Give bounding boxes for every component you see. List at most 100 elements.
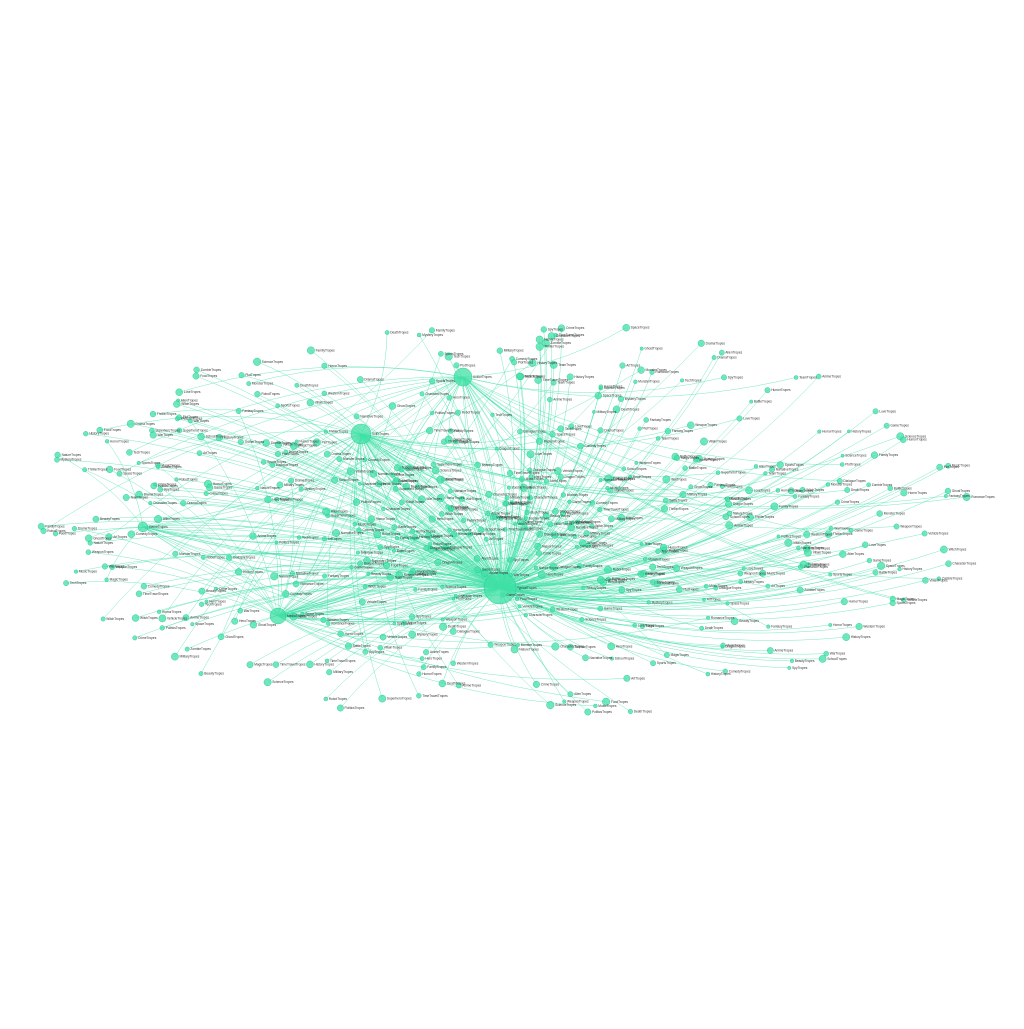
graph-node[interactable] <box>430 411 435 416</box>
graph-node[interactable] <box>921 530 928 537</box>
graph-node[interactable] <box>346 467 355 476</box>
graph-node[interactable] <box>870 451 879 459</box>
graph-node[interactable] <box>796 586 804 594</box>
graph-node[interactable] <box>637 366 645 374</box>
graph-node[interactable] <box>528 358 537 367</box>
graph-node[interactable] <box>589 500 596 506</box>
graph-node[interactable] <box>741 566 746 571</box>
graph-node[interactable] <box>725 496 731 502</box>
graph-node[interactable] <box>485 510 491 517</box>
graph-node[interactable] <box>187 418 193 424</box>
graph-node[interactable] <box>824 530 833 538</box>
graph-node[interactable] <box>567 691 574 698</box>
graph-node[interactable] <box>702 597 706 602</box>
graph-node[interactable] <box>593 703 598 708</box>
graph-node[interactable] <box>597 427 604 434</box>
graph-node[interactable] <box>381 506 386 512</box>
graph-node[interactable] <box>356 376 364 383</box>
graph-node[interactable] <box>922 577 929 584</box>
graph-node[interactable] <box>135 590 143 597</box>
graph-node[interactable] <box>467 531 473 537</box>
graph-node[interactable] <box>540 326 547 333</box>
graph-node[interactable] <box>767 647 774 654</box>
graph-node[interactable] <box>237 439 244 446</box>
graph-node[interactable] <box>901 597 907 603</box>
graph-node[interactable] <box>155 464 161 470</box>
graph-node[interactable] <box>450 660 456 666</box>
graph-node[interactable] <box>643 417 649 423</box>
graph-node[interactable] <box>637 426 642 431</box>
graph-node[interactable] <box>171 652 179 661</box>
graph-node[interactable] <box>560 510 567 517</box>
graph-node[interactable] <box>713 585 719 591</box>
graph-node[interactable] <box>440 477 445 482</box>
graph-node[interactable] <box>276 481 284 489</box>
graph-node[interactable] <box>440 617 445 622</box>
graph-node[interactable] <box>567 643 574 651</box>
graph-node[interactable] <box>823 651 829 657</box>
graph-node[interactable] <box>336 456 343 462</box>
graph-node[interactable] <box>643 557 648 562</box>
graph-node[interactable] <box>549 606 556 613</box>
graph-node[interactable] <box>263 678 272 687</box>
graph-node[interactable] <box>485 490 493 498</box>
graph-node[interactable] <box>510 645 519 654</box>
graph-node[interactable] <box>541 339 550 348</box>
graph-node[interactable] <box>790 658 795 663</box>
graph-node[interactable] <box>453 362 460 369</box>
graph-node[interactable] <box>82 467 88 473</box>
graph-node[interactable] <box>679 491 687 499</box>
graph-node[interactable] <box>855 623 863 631</box>
graph-node[interactable] <box>366 571 371 576</box>
graph-node[interactable] <box>353 413 360 420</box>
graph-node[interactable] <box>357 481 362 486</box>
graph-node[interactable] <box>799 486 806 493</box>
graph-node[interactable] <box>54 456 60 463</box>
graph-node[interactable] <box>306 346 315 355</box>
graph-node[interactable] <box>511 359 518 366</box>
graph-node[interactable] <box>720 484 725 489</box>
graph-node[interactable] <box>877 561 886 570</box>
graph-node[interactable] <box>430 461 437 468</box>
graph-node[interactable] <box>217 633 225 641</box>
graph-node[interactable] <box>375 480 382 488</box>
graph-node[interactable] <box>388 402 397 410</box>
graph-node[interactable] <box>40 527 47 534</box>
graph-node[interactable] <box>770 502 779 511</box>
graph-node[interactable] <box>549 563 558 571</box>
graph-node[interactable] <box>535 437 543 445</box>
graph-node[interactable] <box>597 576 605 584</box>
graph-node[interactable] <box>395 571 404 580</box>
graph-node[interactable] <box>705 671 711 677</box>
graph-hub-node[interactable] <box>453 367 473 387</box>
graph-node[interactable] <box>459 495 466 502</box>
graph-node[interactable] <box>283 449 289 455</box>
graph-node[interactable] <box>776 461 784 469</box>
graph-node[interactable] <box>834 499 841 505</box>
graph-node[interactable] <box>492 513 499 520</box>
graph-node[interactable] <box>634 460 639 465</box>
graph-node[interactable] <box>159 625 165 631</box>
graph-node[interactable] <box>597 507 603 513</box>
graph-node[interactable] <box>157 609 162 614</box>
graph-node[interactable] <box>725 500 733 508</box>
graph-node[interactable] <box>320 617 327 624</box>
graph-node[interactable] <box>722 668 728 674</box>
graph-node[interactable] <box>504 495 510 500</box>
graph-node[interactable] <box>449 628 457 635</box>
graph-hub-node[interactable] <box>269 607 287 625</box>
graph-node[interactable] <box>198 587 206 595</box>
graph-node[interactable] <box>184 646 190 652</box>
graph-node[interactable] <box>583 530 590 537</box>
graph-node[interactable] <box>825 482 831 487</box>
graph-node[interactable] <box>408 630 417 639</box>
graph-node[interactable] <box>519 476 525 482</box>
graph-node[interactable] <box>663 497 669 504</box>
graph-node[interactable] <box>523 613 528 618</box>
graph-node[interactable] <box>197 432 205 441</box>
graph-node[interactable] <box>427 541 433 547</box>
graph-node[interactable] <box>745 486 753 495</box>
graph-node[interactable] <box>392 621 397 626</box>
graph-node[interactable] <box>517 428 523 435</box>
graph-node[interactable] <box>238 372 245 379</box>
